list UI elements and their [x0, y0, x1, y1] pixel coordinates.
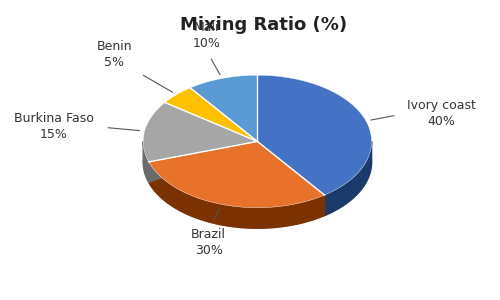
Polygon shape	[165, 88, 258, 141]
Polygon shape	[149, 141, 324, 208]
Polygon shape	[143, 103, 258, 162]
Polygon shape	[149, 162, 324, 228]
Text: Brazil
30%: Brazil 30%	[191, 228, 226, 257]
Polygon shape	[143, 96, 372, 228]
Title: Mixing Ratio (%): Mixing Ratio (%)	[180, 16, 346, 34]
Polygon shape	[258, 75, 372, 195]
Text: Burkina Faso
15%: Burkina Faso 15%	[14, 112, 94, 141]
Polygon shape	[324, 142, 372, 216]
Text: Ivory coast
40%: Ivory coast 40%	[408, 99, 476, 128]
Polygon shape	[143, 142, 149, 182]
Text: Mali
10%: Mali 10%	[192, 21, 220, 50]
Polygon shape	[258, 141, 324, 216]
Polygon shape	[190, 75, 258, 141]
Polygon shape	[149, 141, 258, 182]
Polygon shape	[258, 141, 324, 216]
Text: Benin
5%: Benin 5%	[96, 40, 132, 69]
Polygon shape	[149, 141, 258, 182]
